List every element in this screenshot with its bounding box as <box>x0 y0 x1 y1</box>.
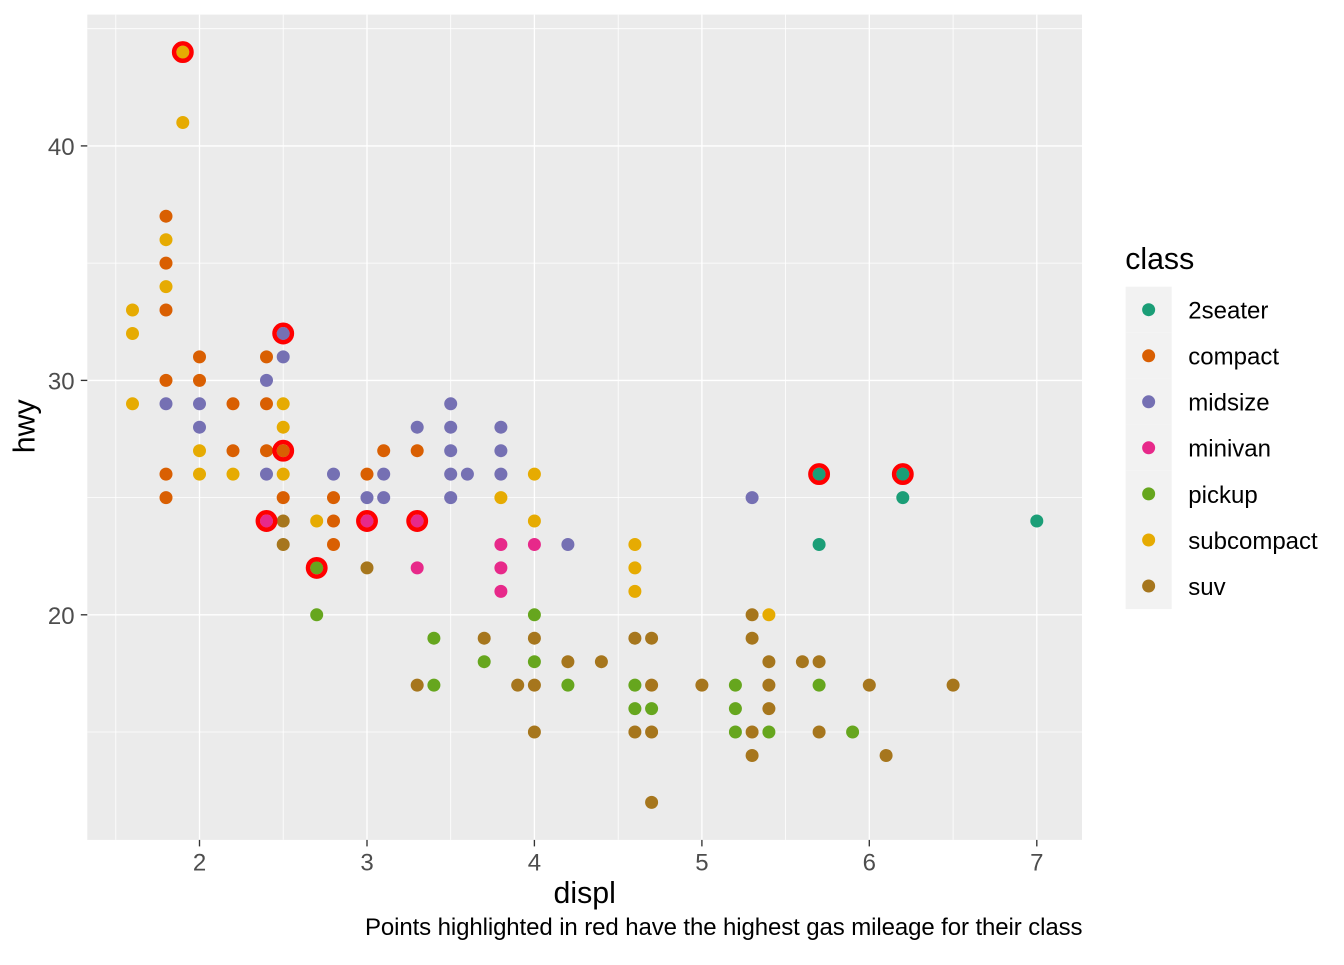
svg-text:4: 4 <box>528 850 541 877</box>
svg-text:midsize: midsize <box>1188 390 1269 417</box>
svg-text:5: 5 <box>695 850 708 877</box>
svg-text:30: 30 <box>48 368 75 395</box>
svg-text:40: 40 <box>48 134 75 161</box>
svg-text:20: 20 <box>48 603 75 630</box>
svg-text:compact: compact <box>1188 344 1279 371</box>
svg-text:minivan: minivan <box>1188 436 1271 463</box>
svg-text:class: class <box>1125 243 1194 276</box>
svg-text:2: 2 <box>193 850 206 877</box>
svg-text:Points highlighted in red have: Points highlighted in red have the highe… <box>365 914 1083 941</box>
svg-text:7: 7 <box>1030 850 1043 877</box>
svg-text:3: 3 <box>360 850 373 877</box>
svg-text:6: 6 <box>863 850 876 877</box>
svg-text:subcompact: subcompact <box>1188 528 1318 555</box>
svg-text:suv: suv <box>1188 574 1225 601</box>
svg-text:2seater: 2seater <box>1188 298 1268 325</box>
svg-text:displ: displ <box>554 877 616 910</box>
svg-text:pickup: pickup <box>1188 482 1257 509</box>
svg-text:hwy: hwy <box>8 399 41 454</box>
